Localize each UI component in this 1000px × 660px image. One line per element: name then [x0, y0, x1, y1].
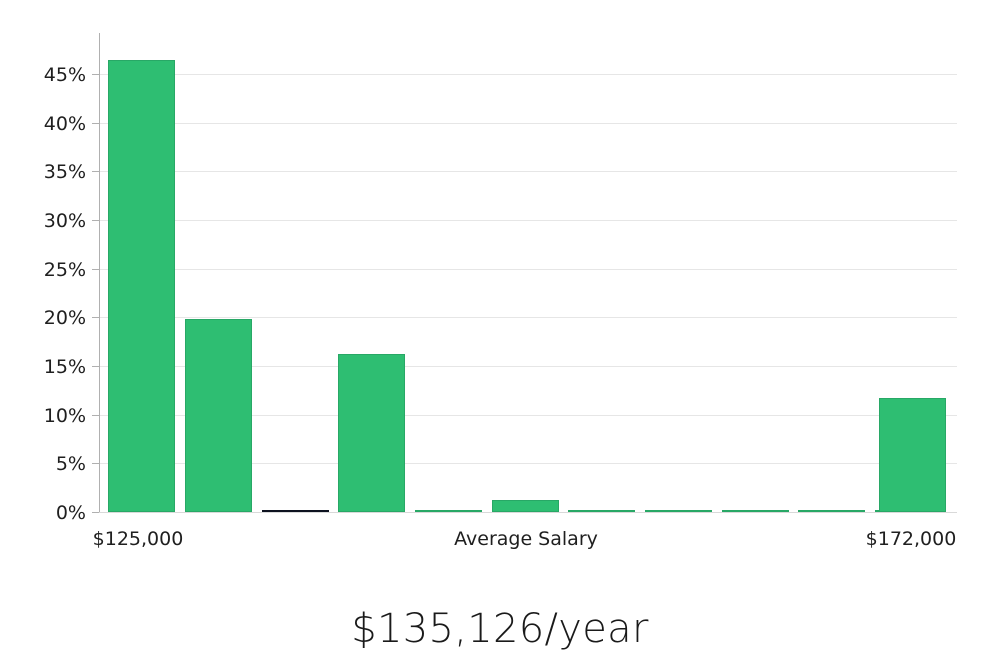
y-tick-mark	[92, 512, 99, 514]
gridline-15	[99, 366, 957, 367]
gridline-20	[99, 317, 957, 318]
x-axis-line	[99, 512, 957, 513]
gridline-10	[99, 415, 957, 416]
y-tick-mark	[92, 317, 99, 319]
gridline-25	[99, 269, 957, 270]
chart-title: $135,126/year	[351, 606, 649, 652]
y-tick-mark	[92, 463, 99, 465]
plot-area	[99, 33, 957, 512]
gridline-5	[99, 463, 957, 464]
y-tick-mark	[92, 220, 99, 222]
y-tick-mark	[92, 123, 99, 125]
bar-6[interactable]	[568, 510, 635, 512]
bar-3[interactable]	[338, 354, 405, 512]
y-tick-label-0: 0%	[55, 502, 86, 524]
gridline-45	[99, 74, 957, 75]
y-tick-label-35: 35%	[43, 161, 86, 183]
bar-5[interactable]	[492, 500, 559, 512]
y-tick-label-25: 25%	[43, 259, 86, 281]
bar-7[interactable]	[645, 510, 712, 512]
y-tick-mark	[92, 269, 99, 271]
y-tick-label-5: 5%	[55, 453, 86, 475]
x-tick-label-right: $172,000	[865, 528, 957, 550]
bar-0[interactable]	[108, 60, 175, 512]
bar-9[interactable]	[798, 510, 865, 512]
y-tick-label-30: 30%	[43, 210, 86, 232]
y-tick-label-20: 20%	[43, 307, 86, 329]
y-tick-label-15: 15%	[43, 356, 86, 378]
y-tick-label-40: 40%	[43, 113, 86, 135]
y-tick-mark	[92, 366, 99, 368]
bar-1[interactable]	[185, 319, 252, 512]
gridline-40	[99, 123, 957, 124]
y-tick-label-45: 45%	[43, 64, 86, 86]
bar-11[interactable]	[879, 398, 946, 512]
gridline-35	[99, 171, 957, 172]
bar-4[interactable]	[415, 510, 482, 512]
gridline-30	[99, 220, 957, 221]
y-tick-mark	[92, 74, 99, 76]
y-tick-mark	[92, 415, 99, 417]
y-axis-line	[99, 33, 101, 513]
x-tick-label-center: Average Salary	[454, 528, 598, 550]
bar-8[interactable]	[722, 510, 789, 512]
y-tick-mark	[92, 171, 99, 173]
y-tick-label-10: 10%	[43, 405, 86, 427]
bar-2[interactable]	[262, 510, 329, 512]
x-tick-label-left: $125,000	[92, 528, 184, 550]
